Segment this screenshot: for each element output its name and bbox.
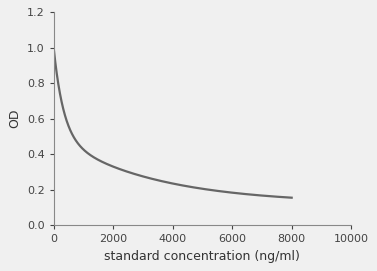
X-axis label: standard concentration (ng/ml): standard concentration (ng/ml) xyxy=(104,250,300,263)
Y-axis label: OD: OD xyxy=(8,109,21,128)
